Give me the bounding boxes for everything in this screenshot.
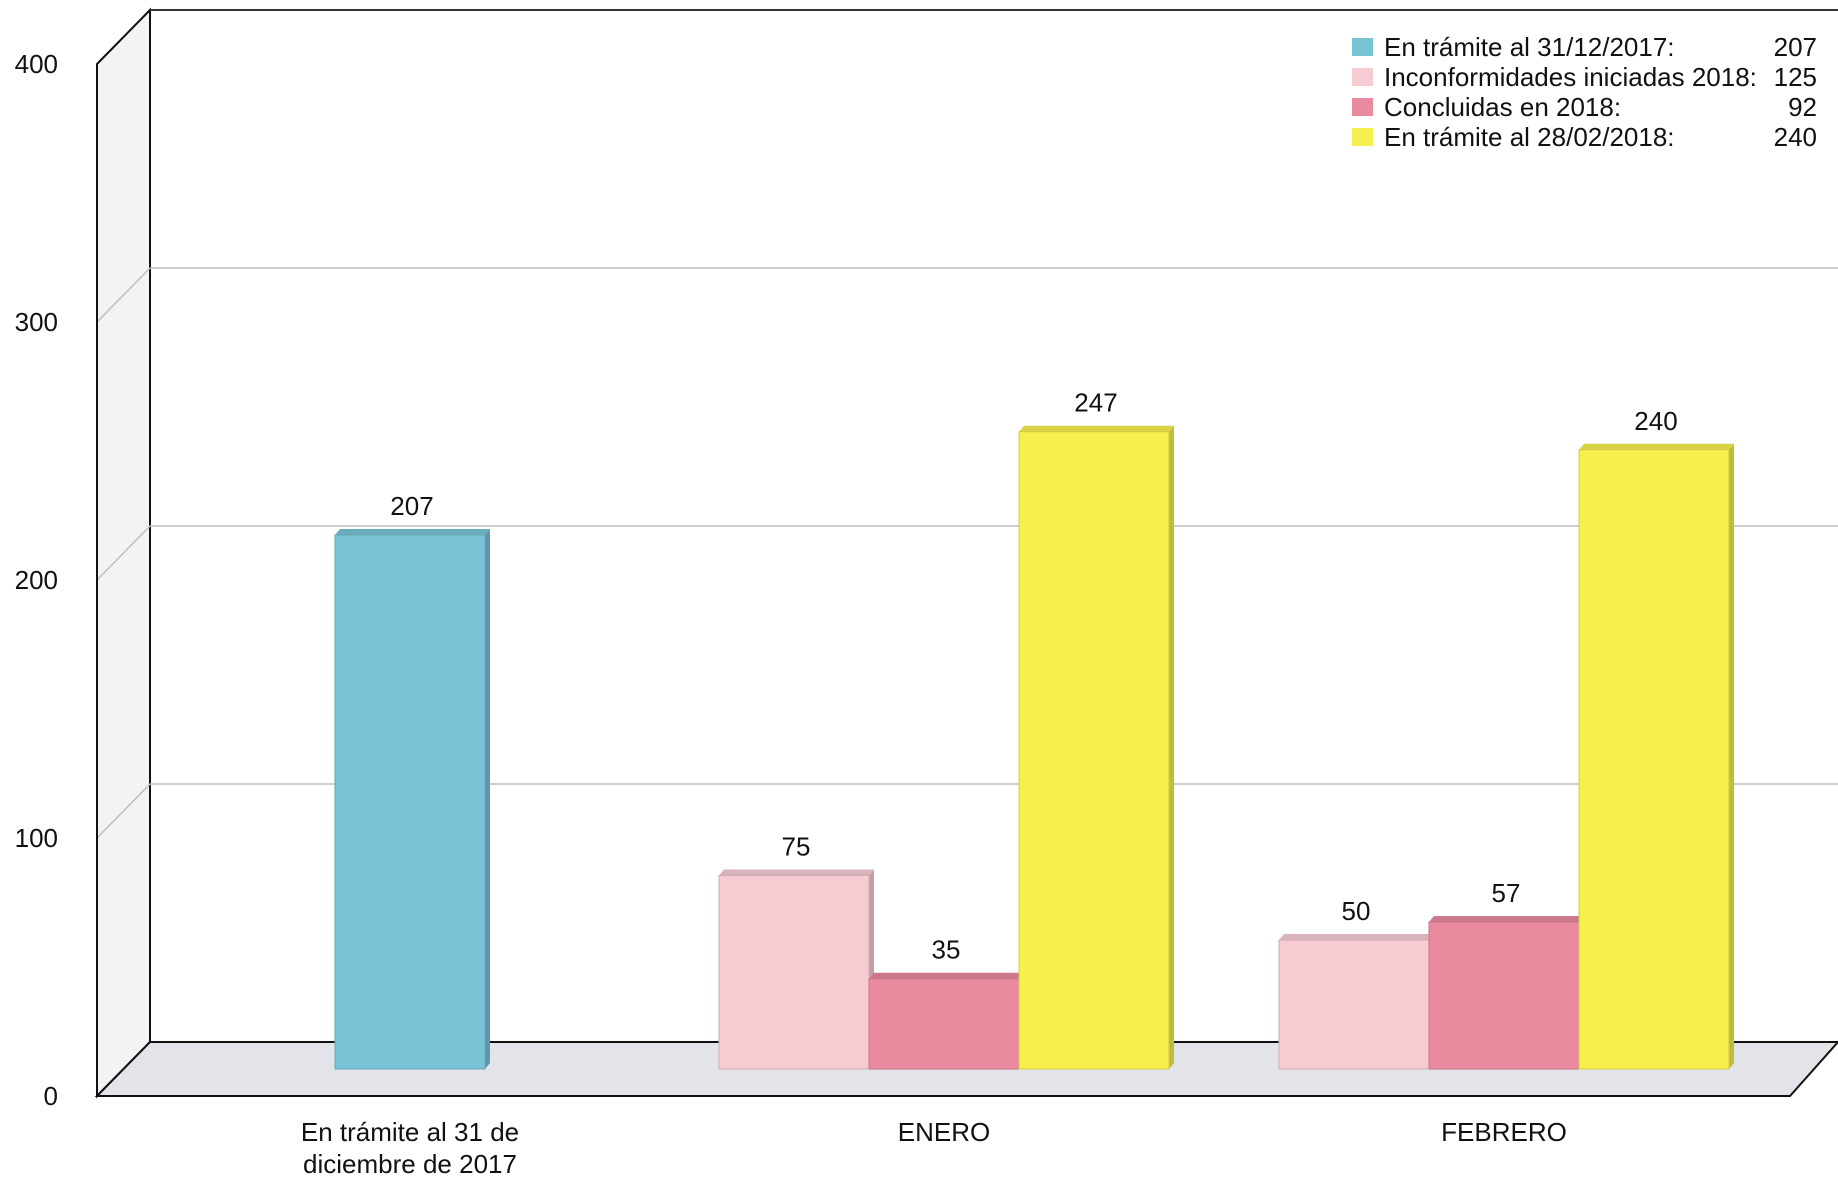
bar-top <box>1429 915 1584 922</box>
bar-side <box>485 528 490 1069</box>
y-tick-label: 100 <box>15 823 58 853</box>
bar-top <box>1579 443 1734 450</box>
y-tick-label: 400 <box>15 49 58 79</box>
legend-value-tramite-2017: 207 <box>1773 32 1817 62</box>
bar-top <box>1019 425 1174 432</box>
bar-value-label: 57 <box>1492 878 1521 908</box>
bar-side <box>1729 443 1734 1069</box>
bar-value-label: 247 <box>1074 388 1117 418</box>
legend-label-inconformidades: Inconformidades iniciadas 2018: <box>1384 62 1757 92</box>
bar-top <box>1279 934 1434 940</box>
legend-label-concluidas: Concluidas en 2018: <box>1384 92 1622 122</box>
bar-value-label: 35 <box>932 935 961 965</box>
bar-top <box>335 528 490 535</box>
x-category-label: FEBRERO <box>1441 1117 1567 1147</box>
legend-item-tramite-2017: En trámite al 31/12/2017: 207 <box>1352 32 1817 62</box>
gridline-side <box>96 783 151 839</box>
bar <box>1578 449 1730 1070</box>
y-tick-label: 300 <box>15 307 58 337</box>
x-category-label: ENERO <box>898 1117 990 1147</box>
gridline-side <box>96 525 151 581</box>
bar <box>1278 939 1430 1070</box>
bar-value-label: 50 <box>1342 896 1371 926</box>
x-category-label: diciembre de 2017 <box>303 1149 517 1174</box>
legend-label-tramite-2017: En trámite al 31/12/2017: <box>1384 32 1675 62</box>
bar-value-label: 75 <box>782 832 811 862</box>
legend-swatch-inconformidades <box>1352 68 1373 86</box>
legend-swatch-tramite-2018 <box>1352 128 1373 146</box>
chart-legend: En trámite al 31/12/2017: 207 Inconformi… <box>1352 32 1817 152</box>
legend-label-tramite-2018: En trámite al 28/02/2018: <box>1384 122 1675 152</box>
bar-value-label: 240 <box>1634 406 1677 436</box>
bar <box>868 978 1020 1070</box>
bar <box>718 875 870 1070</box>
bar-top <box>869 972 1024 979</box>
legend-item-concluidas: Concluidas en 2018: 92 <box>1352 92 1817 122</box>
x-category-label: En trámite al 31 de <box>301 1117 519 1147</box>
legend-item-inconformidades: Inconformidades iniciadas 2018: 125 <box>1352 62 1817 92</box>
legend-swatch-concluidas <box>1352 98 1373 116</box>
bar <box>1428 921 1580 1070</box>
y-tick-label: 200 <box>15 565 58 595</box>
legend-item-tramite-2018: En trámite al 28/02/2018: 240 <box>1352 122 1817 152</box>
legend-value-tramite-2018: 240 <box>1773 122 1817 152</box>
bar <box>334 534 486 1070</box>
legend-swatch-tramite-2017 <box>1352 38 1373 56</box>
bar-value-label: 207 <box>390 491 433 521</box>
y-tick-label: 0 <box>44 1081 58 1111</box>
bar <box>1018 431 1170 1070</box>
legend-value-concluidas: 92 <box>1788 92 1817 122</box>
bar-top <box>719 869 874 876</box>
gridline-side <box>96 267 151 323</box>
legend-value-inconformidades: 125 <box>1773 62 1817 92</box>
bar-side <box>1169 425 1174 1069</box>
